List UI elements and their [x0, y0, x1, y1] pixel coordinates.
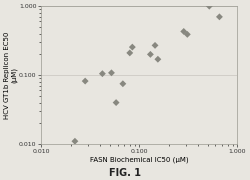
X-axis label: FASN Biochemical IC50 (μM): FASN Biochemical IC50 (μM)	[90, 157, 188, 163]
Point	[73, 140, 77, 143]
Point	[114, 101, 118, 104]
Point	[121, 82, 125, 85]
Point	[110, 71, 114, 74]
Point	[128, 51, 132, 54]
Point	[130, 46, 134, 49]
Text: FIG. 1: FIG. 1	[109, 168, 141, 178]
Point	[153, 44, 157, 47]
Point	[100, 72, 104, 75]
Point	[148, 53, 152, 56]
Point	[182, 30, 186, 33]
Y-axis label: HCV GT1b Replicon EC50
(μM): HCV GT1b Replicon EC50 (μM)	[4, 31, 18, 119]
Point	[207, 5, 211, 8]
Point	[218, 15, 222, 18]
Point	[185, 33, 189, 36]
Point	[83, 80, 87, 82]
Point	[156, 58, 160, 61]
